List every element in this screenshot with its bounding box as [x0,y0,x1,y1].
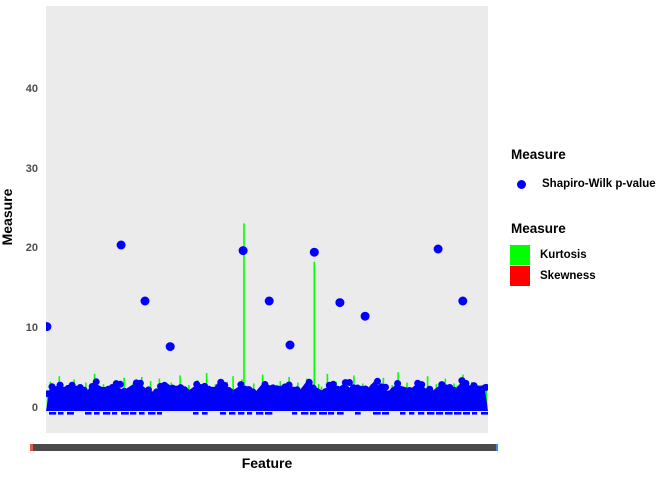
y-tick-40: 40 [25,83,38,95]
legend-point-key-icon [517,179,526,189]
legend-item-label: Shapiro-Wilk p-value [542,178,656,190]
y-tick-0: 0 [31,402,38,414]
plot-panel [46,6,488,433]
x-axis-tick-band [30,444,498,451]
plot-svg [46,223,488,415]
legend-item-kurtosis: Kurtosis [510,245,587,265]
x-axis-title: Feature [241,455,293,471]
x-band-right-accent [496,444,498,451]
x-band-left-accent [30,444,33,451]
y-tick-10: 10 [25,322,38,334]
y-tick-20: 20 [25,242,38,254]
legend-skewness-swatch-icon [510,266,530,286]
y-tick-30: 30 [25,163,38,175]
legend-item-label: Kurtosis [540,249,587,261]
legend-item-skewness: Skewness [510,266,596,286]
legend-item-shapiro: Shapiro-Wilk p-value [510,173,656,195]
legend-kurtosis-swatch-icon [510,245,530,265]
legend-title-points: Measure [511,147,566,162]
legend-item-label: Skewness [540,270,596,282]
legend-title-fills: Measure [511,221,566,236]
y-axis-title: Measure [0,188,15,246]
